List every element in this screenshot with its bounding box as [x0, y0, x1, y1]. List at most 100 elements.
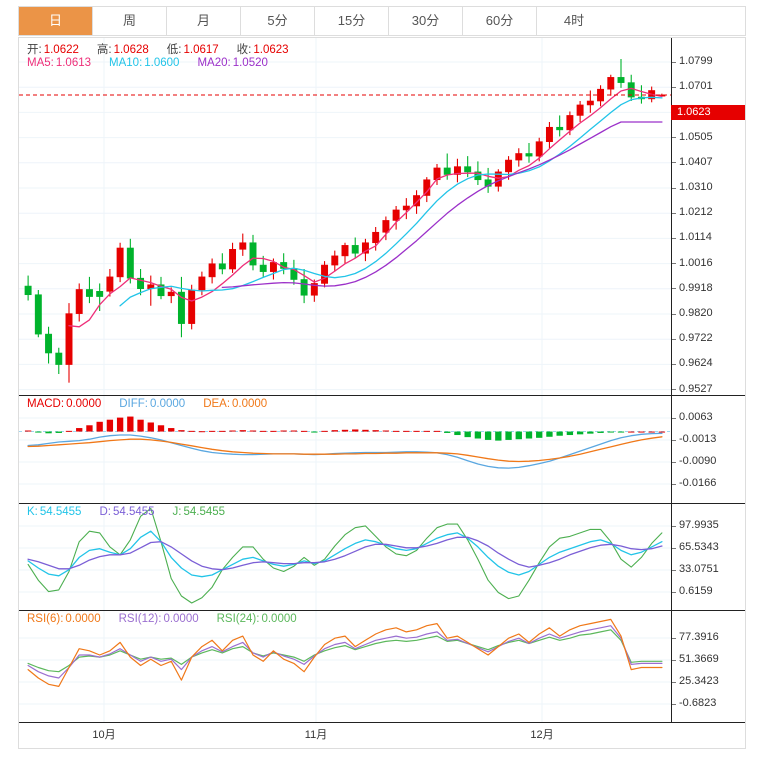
- tick-mark: [672, 461, 676, 463]
- macd-axis: 0.0063 -0.0013 -0.0090 -0.0166: [671, 396, 745, 503]
- legend-item: DIFF: 0.0000: [119, 398, 186, 410]
- ma-legend: MA5: 1.0613 MA10: 1.0600 MA20: 1.0520: [27, 57, 286, 69]
- macd-panel: MACD: 0.0000 DIFF: 0.0000 DEA: 0.0000 0.0063 -…: [19, 396, 745, 503]
- tick-label: 0.9624: [679, 357, 713, 370]
- panel-divider-4: [19, 722, 745, 723]
- kdj-legend: K: 54.5455 D: 54.5455 J: 54.5455: [27, 506, 243, 518]
- tick-label: 0.9527: [679, 382, 713, 395]
- tick-mark: [672, 703, 676, 705]
- timeframe-tab-0[interactable]: 日: [19, 7, 93, 35]
- kdj-plot: [19, 504, 671, 610]
- legend-item: MA10: 1.0600: [109, 57, 180, 69]
- macd-legend: MACD: 0.0000 DIFF: 0.0000 DEA: 0.0000: [27, 398, 285, 410]
- tick-mark: [672, 483, 676, 485]
- tick-label: 1.0407: [679, 155, 713, 168]
- chart-frame: 开: 1.0622 高: 1.0628 低: 1.0617 收: 1.0623 MA5: 1.0…: [18, 37, 746, 749]
- legend-item: RSI(24): 0.0000: [216, 613, 297, 625]
- timeframe-tab-3[interactable]: 5分: [241, 7, 315, 35]
- rsi-panel: RSI(6): 0.0000 RSI(12): 0.0000 RSI(24): 0.000…: [19, 611, 745, 722]
- x-axis: 10月 11月 12月: [19, 723, 671, 749]
- tick-label: 51.3669: [679, 653, 719, 665]
- rsi-svg: [19, 611, 671, 722]
- tick-mark: [672, 591, 676, 593]
- tick-mark: [672, 212, 676, 214]
- tick-label: -0.0166: [679, 477, 717, 489]
- tick-label: 1.0505: [679, 130, 713, 143]
- tick-label: -0.0013: [679, 433, 717, 445]
- timeframe-toolbar: 日周月 5分 15分 30分 60分 4时: [18, 6, 746, 36]
- legend-item: D: 54.5455: [99, 506, 155, 518]
- tick-label: -0.6823: [679, 697, 717, 709]
- legend-item: J: 54.5455: [172, 506, 226, 518]
- tick-label: 97.9935: [679, 519, 719, 531]
- macd-svg: [19, 396, 671, 503]
- kdj-svg: [19, 504, 671, 610]
- tick-label: 1.0310: [679, 181, 713, 193]
- legend-item: 低: 1.0617: [166, 44, 219, 56]
- x-axis-label: 10月: [92, 729, 116, 741]
- rsi-axis: 77.3916 51.3669 25.3423 -0.6823: [671, 611, 745, 722]
- timeframe-tab-4[interactable]: 15分: [315, 7, 389, 35]
- x-axis-label: 11月: [304, 729, 328, 741]
- tick-label: 33.0751: [679, 563, 719, 575]
- ohlc-legend: 开: 1.0622 高: 1.0628 低: 1.0617 收: 1.0623: [27, 41, 307, 57]
- price-panel: 开: 1.0622 高: 1.0628 低: 1.0617 收: 1.0623 MA5: 1.0…: [19, 38, 745, 395]
- legend-item: K: 54.5455: [27, 506, 82, 518]
- panel-divider-2: [19, 503, 745, 504]
- legend-item: 开: 1.0622: [27, 44, 79, 56]
- tick-mark: [672, 417, 676, 419]
- tick-label: 1.0799: [679, 55, 713, 67]
- panel-divider-1: [19, 395, 745, 396]
- tick-mark: [672, 313, 676, 315]
- tick-label: 1.0212: [679, 206, 713, 219]
- price-plot: [19, 38, 671, 395]
- current-price-tag: 1.0623: [671, 105, 745, 121]
- tick-mark: [672, 439, 676, 441]
- tick-label: 25.3423: [679, 675, 719, 687]
- kdj-panel: K: 54.5455 D: 54.5455 J: 54.5455 97.9935 65.53…: [19, 504, 745, 610]
- timeframe-tab-1[interactable]: 周: [93, 7, 167, 35]
- rsi-legend: RSI(6): 0.0000 RSI(12): 0.0000 RSI(24): 0.000…: [27, 613, 315, 625]
- tick-mark: [672, 681, 676, 683]
- price-svg: [19, 38, 671, 395]
- tick-mark: [672, 237, 676, 239]
- rsi-plot: [19, 611, 671, 722]
- tick-label: 1.0016: [679, 256, 713, 269]
- tick-label: 65.5343: [679, 541, 719, 553]
- tick-mark: [672, 659, 676, 661]
- timeframe-tab-7[interactable]: 4时: [537, 7, 611, 35]
- timeframe-tab-6[interactable]: 60分: [463, 7, 537, 35]
- tick-mark: [672, 86, 676, 88]
- tick-mark: [672, 525, 676, 527]
- legend-item: 收: 1.0623: [236, 44, 289, 56]
- tick-label: 0.9820: [679, 307, 713, 319]
- tick-mark: [672, 338, 676, 340]
- tick-mark: [672, 547, 676, 549]
- tick-label: 77.3916: [679, 631, 719, 643]
- kdj-axis: 97.9935 65.5343 33.0751 0.6159: [671, 504, 745, 610]
- legend-item: 高: 1.0628: [96, 44, 149, 56]
- tick-label: 0.9722: [679, 332, 713, 345]
- legend-item: MA5: 1.0613: [27, 57, 92, 69]
- timeframe-tab-2[interactable]: 月: [167, 7, 241, 35]
- legend-item: MACD: 0.0000: [27, 398, 102, 410]
- tick-mark: [672, 263, 676, 265]
- tick-mark: [672, 137, 676, 139]
- panel-divider-3: [19, 610, 745, 611]
- tick-mark: [672, 162, 676, 164]
- tick-label: 1.0114: [679, 231, 712, 244]
- macd-plot: [19, 396, 671, 503]
- tick-label: 1.0701: [679, 80, 713, 93]
- tick-label: 0.0063: [679, 411, 713, 423]
- timeframe-tab-5[interactable]: 30分: [389, 7, 463, 35]
- tick-mark: [672, 61, 676, 63]
- legend-item: RSI(12): 0.0000: [118, 613, 199, 625]
- tick-mark: [672, 187, 676, 189]
- tick-label: 0.6159: [679, 585, 713, 597]
- tick-label: 0.9918: [679, 281, 713, 294]
- legend-item: DEA: 0.0000: [203, 398, 268, 410]
- tick-mark: [672, 363, 676, 365]
- tick-label: -0.0090: [679, 455, 717, 467]
- legend-item: RSI(6): 0.0000: [27, 613, 101, 625]
